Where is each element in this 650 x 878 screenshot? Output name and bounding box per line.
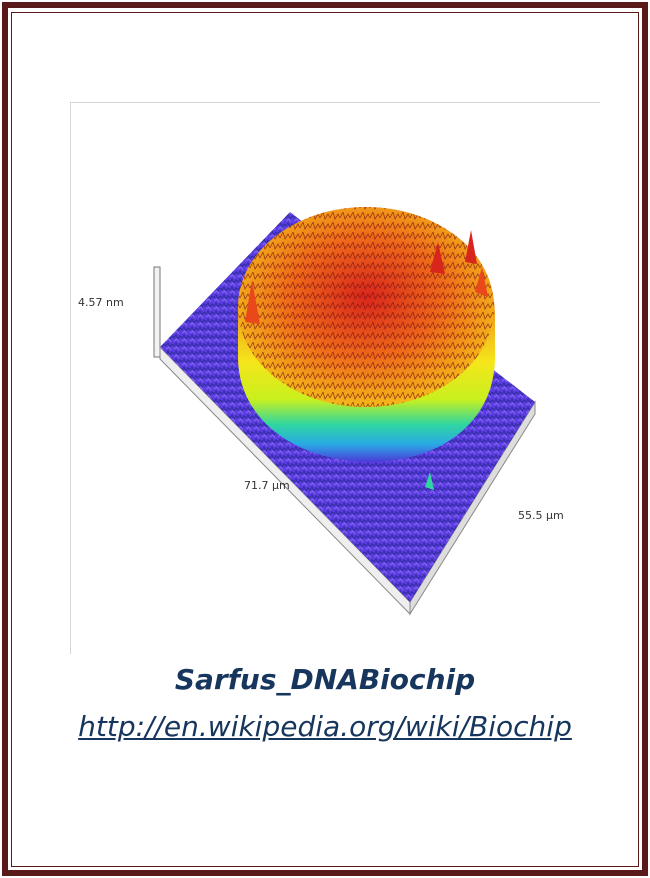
spike — [425, 472, 434, 490]
figure-source-link[interactable]: http://en.wikipedia.org/wiki/Biochip — [78, 710, 572, 743]
dome-top-texture — [238, 207, 494, 407]
page-border-inner — [11, 12, 639, 867]
z-axis-label: 4.57 nm — [78, 296, 124, 309]
biochip-3d-surface-figure: 4.57 nm 71.7 µm 55.5 µm — [70, 102, 600, 654]
z-axis-bar — [153, 266, 161, 358]
spike — [475, 267, 488, 297]
figure-caption-title: Sarfus_DNABiochip — [174, 663, 476, 696]
spike — [430, 242, 445, 274]
base-slab-side — [409, 400, 536, 616]
x-axis-label: 71.7 µm — [244, 479, 290, 492]
y-axis-label: 55.5 µm — [518, 509, 564, 522]
spike — [245, 280, 260, 324]
spike — [465, 230, 477, 264]
